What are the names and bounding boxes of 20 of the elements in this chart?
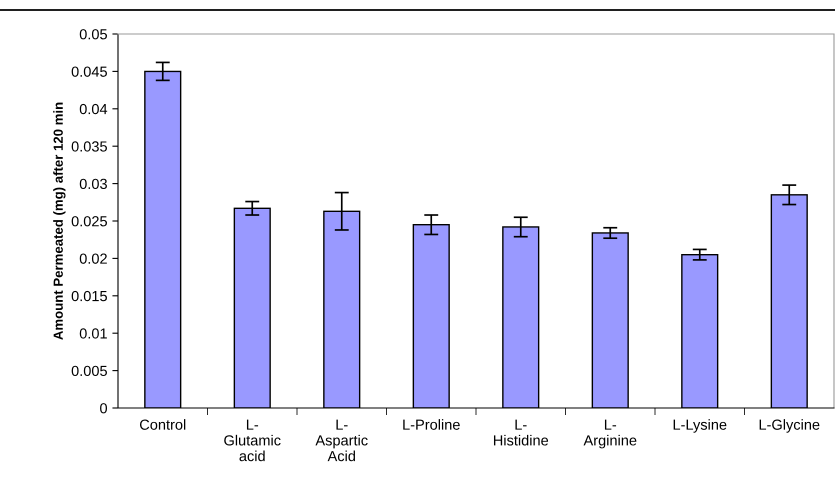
y-tick-label: 0 xyxy=(100,403,108,414)
y-tick-label: 0.035 xyxy=(72,141,107,152)
x-tick-label: L-Glutamic acid xyxy=(224,420,281,462)
y-axis-title: Amount Permeated (mg) after 120 min xyxy=(53,102,66,340)
y-tick-label: 0.01 xyxy=(80,328,107,339)
x-tick-label: L-Glycine xyxy=(760,419,820,433)
x-tick-label: L-Histidine xyxy=(494,420,548,446)
y-tick-label: 0.02 xyxy=(80,254,107,264)
y-tick-label: 0.045 xyxy=(72,66,107,77)
y-tick-label: 0.05 xyxy=(80,29,107,40)
y-tick-label: 0.005 xyxy=(72,366,107,376)
x-tick-label: L-Aspartic Acid xyxy=(315,420,368,462)
x-tick-label: L-Proline xyxy=(403,419,460,430)
x-tick-label: L-Arginine xyxy=(584,420,636,448)
x-tick-label: Control xyxy=(140,419,186,430)
y-tick-label: 0.03 xyxy=(80,178,107,190)
y-tick-label: 0.025 xyxy=(72,216,107,226)
y-tick-label: 0.015 xyxy=(72,290,107,302)
y-tick-label: 0.04 xyxy=(80,104,108,114)
x-tick-label: L-Lysine xyxy=(674,419,726,433)
